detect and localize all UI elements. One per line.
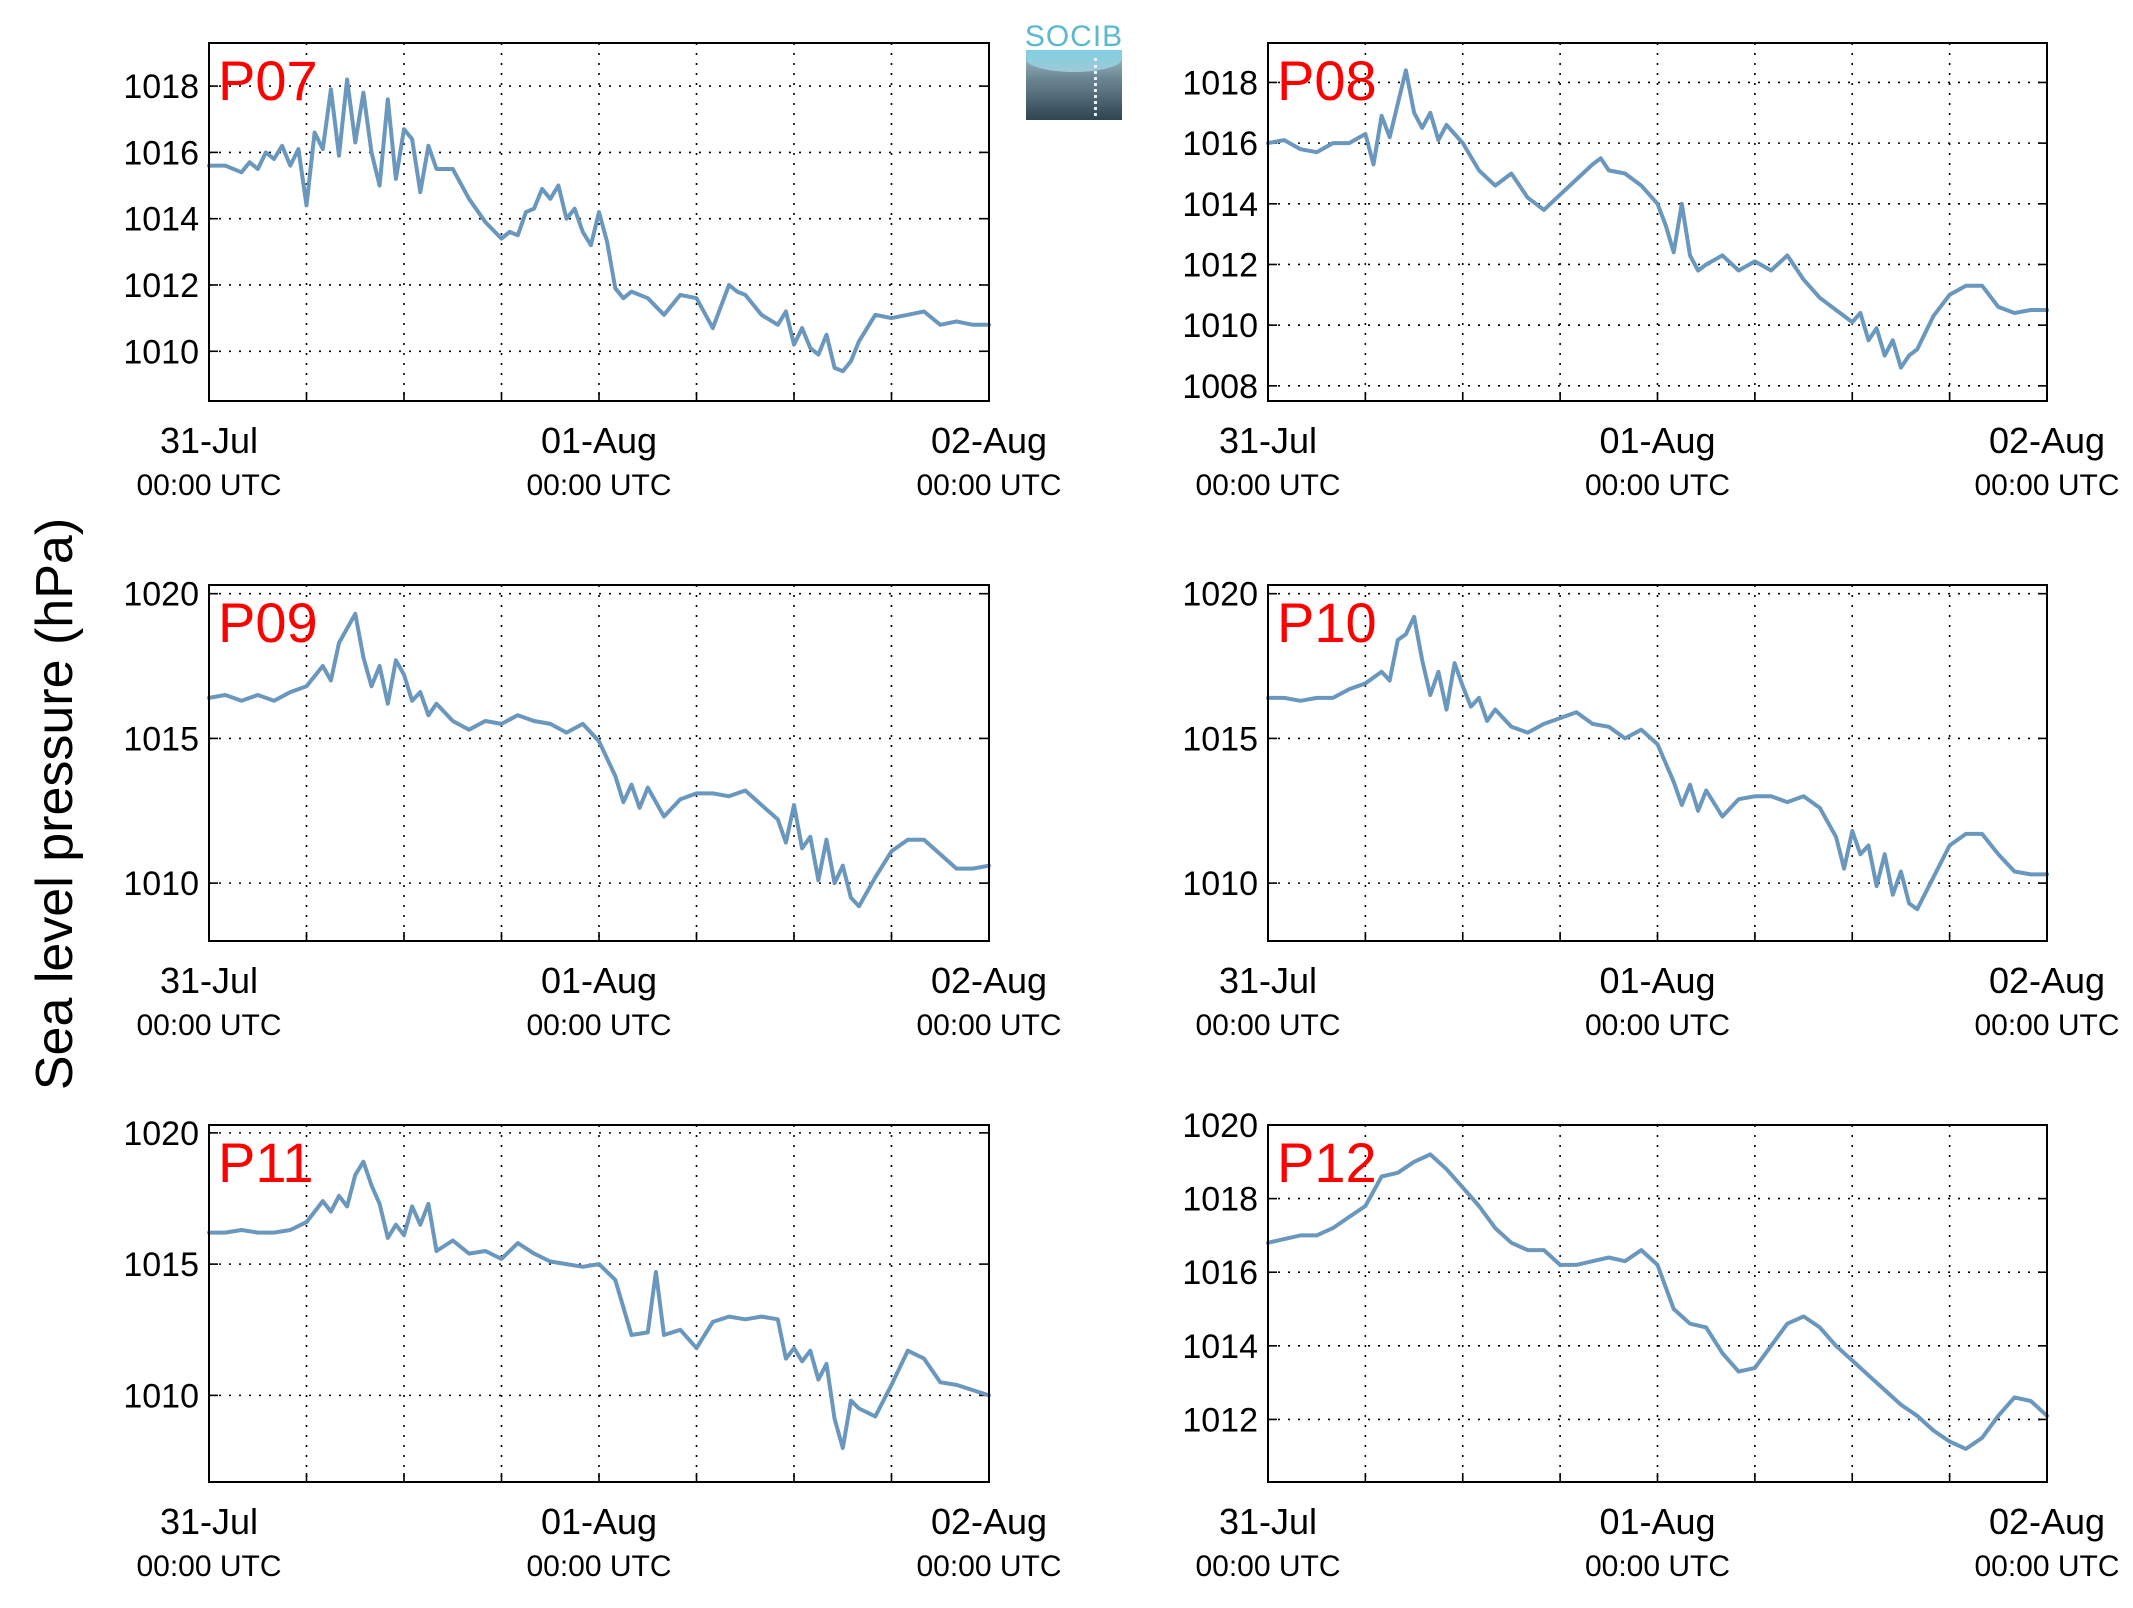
x-tick-time: 00:00 UTC — [526, 469, 671, 502]
x-tick-date: 01-Aug — [541, 960, 657, 1001]
x-tick-date: 31-Jul — [160, 960, 258, 1001]
panel-p08: 1008 1010 1012 1014 1016 1018 31-Jul 00:00 UTC 0… — [1182, 42, 2120, 502]
x-tick-date: 02-Aug — [931, 420, 1047, 461]
x-tick-time: 00:00 UTC — [1585, 1009, 1730, 1042]
y-tick-label: 1010 — [1182, 307, 1258, 345]
station-label: P10 — [1277, 591, 1377, 654]
x-tick-date: 01-Aug — [1599, 960, 1715, 1001]
x-tick-date: 31-Jul — [1219, 420, 1317, 461]
y-tick-label: 1012 — [123, 267, 199, 305]
axes-frame — [1267, 584, 2048, 942]
x-tick-time: 00:00 UTC — [1195, 469, 1340, 502]
x-tick-date: 01-Aug — [541, 420, 657, 461]
x-tick-date: 02-Aug — [1989, 1501, 2105, 1542]
x-tick-time: 00:00 UTC — [526, 1009, 671, 1042]
y-tick-label: 1018 — [1182, 64, 1258, 102]
station-label: P09 — [218, 591, 318, 654]
x-tick-date: 01-Aug — [1599, 420, 1715, 461]
y-tick-label: 1010 — [1182, 865, 1258, 903]
x-tick-time: 00:00 UTC — [526, 1550, 671, 1583]
x-tick-date: 01-Aug — [541, 1501, 657, 1542]
y-tick-label: 1020 — [123, 1115, 199, 1153]
panel-p09: 1010 1015 1020 31-Jul 00:00 UTC 01-Aug 00:00 U… — [123, 576, 1061, 1042]
panel-p07: 1010 1012 1014 1016 1018 31-Jul 00:00 UTC 01-Au… — [123, 42, 1062, 502]
x-tick-date: 02-Aug — [931, 960, 1047, 1001]
y-tick-label: 1016 — [1182, 1254, 1258, 1292]
x-tick-date: 01-Aug — [1599, 1501, 1715, 1542]
y-tick-label: 1012 — [1182, 1401, 1258, 1439]
x-tick-time: 00:00 UTC — [916, 1009, 1061, 1042]
y-tick-label: 1016 — [1182, 125, 1258, 163]
pressure-series-line — [207, 1159, 991, 1450]
x-tick-date: 02-Aug — [931, 1501, 1047, 1542]
axes-frame — [208, 42, 990, 402]
x-tick-time: 00:00 UTC — [1974, 1009, 2119, 1042]
x-tick-time: 00:00 UTC — [136, 1550, 281, 1583]
x-tick-time: 00:00 UTC — [1974, 469, 2119, 502]
x-tick-date: 02-Aug — [1989, 420, 2105, 461]
pressure-series-line — [1266, 1152, 2049, 1451]
x-tick-date: 31-Jul — [1219, 960, 1317, 1001]
axes-frame — [1267, 1124, 2048, 1483]
y-tick-label: 1010 — [123, 1377, 199, 1415]
y-tick-label: 1015 — [1182, 720, 1258, 758]
station-label: P11 — [218, 1131, 313, 1194]
axes-frame — [1267, 42, 2048, 402]
y-tick-label: 1014 — [1182, 186, 1258, 224]
y-tick-label: 1010 — [123, 865, 199, 903]
pressure-series-line — [1266, 68, 2049, 370]
y-tick-label: 1016 — [123, 134, 199, 172]
y-tick-label: 1018 — [1182, 1181, 1258, 1219]
panel-p11: 1010 1015 1020 31-Jul 00:00 UTC 01-Aug 00:00 U… — [123, 1115, 1061, 1583]
axes-frame — [208, 1124, 990, 1483]
y-tick-label: 1010 — [123, 333, 199, 371]
x-tick-time: 00:00 UTC — [136, 469, 281, 502]
x-tick-date: 31-Jul — [1219, 1501, 1317, 1542]
y-tick-label: 1020 — [1182, 1107, 1258, 1145]
station-label: P07 — [218, 49, 318, 112]
x-tick-time: 00:00 UTC — [1585, 469, 1730, 502]
panel-p12: 1012 1014 1016 1018 1020 31-Jul 00:00 UTC 01-Au… — [1182, 1107, 2119, 1583]
pressure-series-line — [207, 77, 991, 374]
x-tick-date: 31-Jul — [160, 420, 258, 461]
y-tick-label: 1012 — [1182, 246, 1258, 284]
pressure-series-line — [1266, 614, 2049, 912]
y-tick-label: 1020 — [1182, 576, 1258, 614]
logo-text: SOCIB — [1024, 20, 1124, 53]
y-tick-label: 1008 — [1182, 368, 1258, 406]
y-tick-label: 1015 — [123, 720, 199, 758]
pressure-series-line — [207, 611, 991, 909]
logo-wave-graphic — [1026, 50, 1122, 120]
station-label: P12 — [1277, 1131, 1377, 1194]
y-tick-label: 1015 — [123, 1246, 199, 1284]
x-tick-time: 00:00 UTC — [1195, 1009, 1340, 1042]
x-tick-time: 00:00 UTC — [916, 1550, 1061, 1583]
y-tick-label: 1020 — [123, 576, 199, 614]
x-tick-time: 00:00 UTC — [1195, 1550, 1340, 1583]
socib-logo: SOCIB — [1024, 20, 1124, 120]
x-tick-time: 00:00 UTC — [1585, 1550, 1730, 1583]
x-tick-time: 00:00 UTC — [916, 469, 1061, 502]
axes-frame — [208, 584, 990, 942]
x-tick-time: 00:00 UTC — [136, 1009, 281, 1042]
x-tick-date: 02-Aug — [1989, 960, 2105, 1001]
y-tick-label: 1018 — [123, 68, 199, 106]
y-tick-label: 1014 — [123, 201, 199, 239]
logo-dotted-line — [1094, 58, 1099, 116]
station-label: P08 — [1277, 49, 1377, 112]
panel-p10: 1010 1015 1020 31-Jul 00:00 UTC 01-Aug 00:00 U… — [1182, 576, 2119, 1042]
x-tick-date: 31-Jul — [160, 1501, 258, 1542]
y-tick-label: 1014 — [1182, 1328, 1258, 1366]
x-tick-time: 00:00 UTC — [1974, 1550, 2119, 1583]
